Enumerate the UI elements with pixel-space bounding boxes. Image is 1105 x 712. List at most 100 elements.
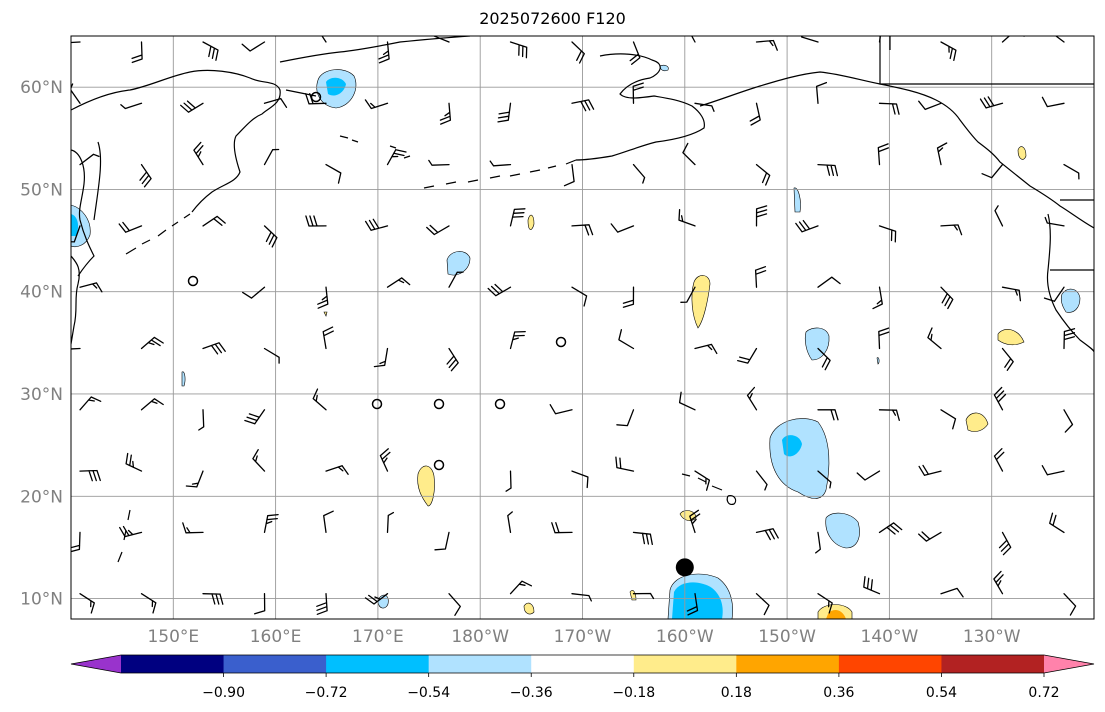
wind-barb — [118, 221, 143, 233]
positive-anomaly-core — [826, 609, 846, 619]
negative-anomaly-core — [71, 214, 79, 236]
wind-barb — [878, 36, 882, 43]
wind-barb — [979, 96, 1004, 109]
wind-barb — [263, 513, 279, 534]
wind-barb — [131, 41, 143, 64]
colorbar-segment — [633, 655, 737, 673]
wind-barb — [505, 470, 512, 492]
wind-barb — [241, 41, 266, 52]
wind-barb — [1063, 328, 1076, 350]
wind-barb — [439, 102, 452, 125]
wind-barb — [1041, 96, 1065, 108]
positive-anomaly-area — [1017, 146, 1027, 160]
wind-barb — [316, 593, 328, 615]
colorbar-tick-label: −0.36 — [510, 685, 553, 701]
wind-barb — [571, 41, 585, 64]
wind-barb — [918, 531, 942, 542]
wind-barb — [981, 163, 1004, 179]
latitude-labels: 60°N 50°N 40°N 30°N 20°N 10°N — [20, 78, 63, 609]
wind-barb — [426, 224, 450, 236]
wind-barb — [242, 286, 266, 299]
longitude-label: 150°E — [147, 627, 199, 647]
longitude-label: 130°W — [963, 627, 1021, 647]
wind-barb — [79, 282, 103, 293]
colorbar-tick-label: 0.36 — [823, 685, 854, 701]
latitude-label: 60°N — [20, 78, 63, 98]
wind-barb — [817, 409, 839, 421]
wind-barb — [551, 522, 573, 534]
wind-barb — [993, 570, 1004, 595]
longitude-label: 180°W — [451, 627, 509, 647]
wind-barb — [755, 593, 770, 616]
wind-barb — [936, 142, 948, 166]
wind-barb — [993, 448, 1005, 472]
wind-barb — [817, 593, 833, 614]
wind-barb — [125, 452, 143, 472]
wind-barb — [323, 510, 334, 534]
wind-barb — [754, 266, 767, 288]
wind-barb — [79, 396, 102, 411]
wind-barb — [632, 531, 653, 546]
wind-barb — [487, 283, 512, 297]
wind-barb — [364, 218, 389, 231]
positive-anomaly-area — [323, 311, 328, 317]
wind-barb — [632, 82, 644, 104]
wind-barb — [489, 160, 512, 167]
colorbar-tick-label: −0.54 — [407, 685, 450, 701]
colorbar-tick-label: −0.18 — [612, 685, 655, 701]
coastlines — [71, 36, 1094, 563]
wind-barb — [680, 286, 696, 303]
wind-barb — [878, 409, 900, 421]
colorbar-tick-label: 0.18 — [721, 685, 752, 701]
positive-anomaly-area — [691, 275, 711, 329]
positive-anomaly-area — [679, 510, 697, 521]
wind-barb — [629, 41, 641, 65]
wind-barb — [139, 163, 152, 188]
wind-barb — [615, 456, 635, 472]
negative-anomaly-area — [876, 357, 880, 365]
wind-barb — [610, 223, 635, 233]
map-frame — [70, 35, 1095, 620]
wind-barb — [940, 587, 964, 598]
wind-barb — [448, 593, 461, 616]
wind-barb — [428, 159, 450, 166]
colorbar-segment — [223, 655, 327, 673]
positive-anomaly-area — [629, 590, 637, 601]
wind-barb — [305, 215, 327, 227]
wind-barb — [549, 404, 573, 415]
negative-anomaly-core — [326, 77, 346, 96]
negative-anomaly-area — [793, 187, 801, 213]
wind-barb — [386, 277, 411, 288]
wind-barb — [571, 224, 594, 236]
wind-barb — [79, 593, 95, 614]
longitude-label: 150°W — [758, 627, 816, 647]
wind-barb — [1044, 216, 1065, 227]
wind-barb — [1063, 409, 1074, 433]
negative-anomaly-area — [769, 418, 830, 499]
wind-barb — [940, 224, 963, 236]
wind-barb — [878, 522, 903, 535]
colorbar-tick-label: −0.90 — [202, 685, 245, 701]
positive-anomaly-area — [523, 602, 535, 615]
wind-barb — [119, 525, 143, 538]
wind-barb — [1063, 163, 1080, 180]
wind-barb — [509, 580, 533, 595]
calm-wind-layer — [187, 91, 567, 471]
positive-anomaly-area — [965, 412, 989, 432]
longitude-label: 170°E — [352, 627, 404, 647]
wind-barb — [571, 593, 592, 602]
wind-barb — [994, 205, 1004, 227]
wind-barb — [694, 343, 718, 355]
wind-barb — [678, 391, 696, 411]
wind-barb — [263, 97, 288, 108]
negative-anomaly-area — [1060, 288, 1081, 313]
calm-wind-marker — [433, 459, 445, 471]
wind-barb — [378, 41, 390, 64]
wind-barb — [878, 225, 897, 243]
positive-anomaly-area — [527, 214, 535, 230]
wind-barb — [202, 41, 219, 61]
positive-anomaly-area — [997, 329, 1025, 346]
wind-barb — [120, 102, 143, 110]
wind-barb — [448, 271, 464, 288]
wind-barb — [993, 386, 1007, 411]
